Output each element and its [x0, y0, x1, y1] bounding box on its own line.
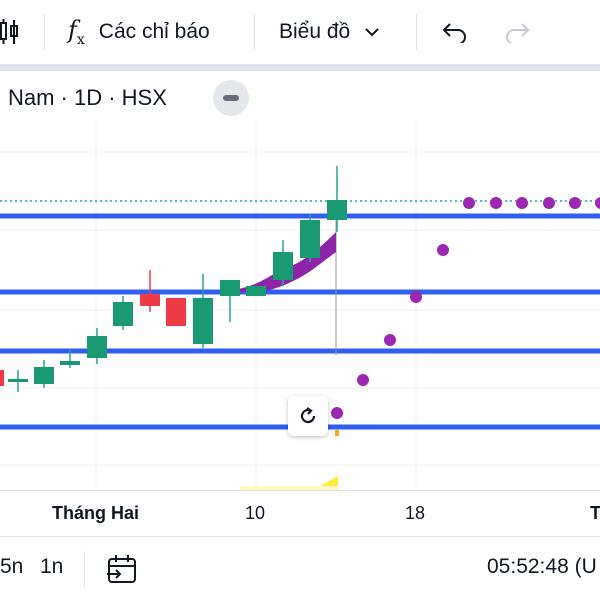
- sar-dot: [331, 407, 343, 419]
- sar-dot: [437, 244, 449, 256]
- top-toolbar: fx Các chỉ báo Biểu đồ: [0, 0, 600, 64]
- candle-body: [300, 220, 320, 258]
- candles: [0, 166, 347, 392]
- x-label-t: T: [590, 503, 600, 523]
- toolbar-separator: [254, 14, 255, 50]
- bottom-bar: 5n 1n 05:52:48 (U: [0, 536, 600, 601]
- candle-body: [220, 280, 240, 296]
- fx-icon: fx: [68, 16, 85, 48]
- candle-body: [60, 361, 80, 365]
- x-label-month: Tháng Hai: [52, 503, 140, 523]
- indicators-label: Các chỉ báo: [98, 20, 210, 43]
- candle-body: [34, 367, 54, 384]
- candle-body: [327, 200, 347, 220]
- candle-body: [113, 302, 133, 326]
- reset-chart-button[interactable]: [288, 396, 328, 436]
- toolbar-separator: [416, 14, 417, 50]
- candle-body: [87, 336, 107, 358]
- marker: [335, 430, 339, 436]
- symbol-legend: Nam · 1D · HSX: [0, 80, 167, 116]
- sar-dots: [331, 197, 600, 419]
- candle-body: [140, 294, 160, 306]
- toolbar-separator: [44, 14, 45, 50]
- sar-dot: [569, 197, 581, 209]
- range-1m-button[interactable]: 1n: [40, 555, 64, 578]
- candle-body: [8, 379, 28, 382]
- collapse-legend-button[interactable]: [213, 80, 249, 116]
- goto-date-icon[interactable]: [106, 553, 138, 590]
- clock-time[interactable]: 05:52:48 (U: [487, 555, 597, 578]
- candles-icon[interactable]: [0, 12, 22, 52]
- chart-type-label: Biểu đồ: [279, 20, 351, 43]
- toolbar-separator: [84, 551, 85, 587]
- sar-dot: [516, 197, 528, 209]
- refresh-icon: [300, 407, 316, 424]
- indicators-button[interactable]: fx Các chỉ báo: [68, 12, 210, 52]
- candle-body: [246, 286, 266, 296]
- sar-dot: [463, 197, 475, 209]
- chevron-down-icon: [365, 28, 379, 37]
- price-chart[interactable]: [0, 120, 600, 490]
- x-axis: Tháng Hai 10 18 T: [0, 490, 600, 537]
- candle-body: [166, 298, 186, 326]
- sar-dot: [543, 197, 555, 209]
- x-label-18: 18: [405, 503, 426, 523]
- sar-dot: [384, 334, 396, 346]
- volume-strip: [240, 486, 338, 490]
- undo-icon[interactable]: [440, 12, 468, 52]
- redo-icon[interactable]: [504, 12, 532, 52]
- x-label-10: 10: [245, 503, 266, 523]
- sar-dot: [410, 291, 422, 303]
- indicator-fill: [232, 232, 336, 293]
- range-5d-button[interactable]: 5n: [0, 555, 24, 578]
- candle-body: [273, 252, 293, 280]
- candle-body: [193, 298, 213, 344]
- sar-dot: [357, 374, 369, 386]
- sar-dot: [595, 197, 600, 209]
- toolbar-divider: [0, 64, 600, 71]
- candle-body: [0, 370, 4, 386]
- symbol-text[interactable]: Nam · 1D · HSX: [8, 85, 167, 110]
- chart-type-button[interactable]: Biểu đồ: [279, 12, 380, 52]
- sar-dot: [490, 197, 502, 209]
